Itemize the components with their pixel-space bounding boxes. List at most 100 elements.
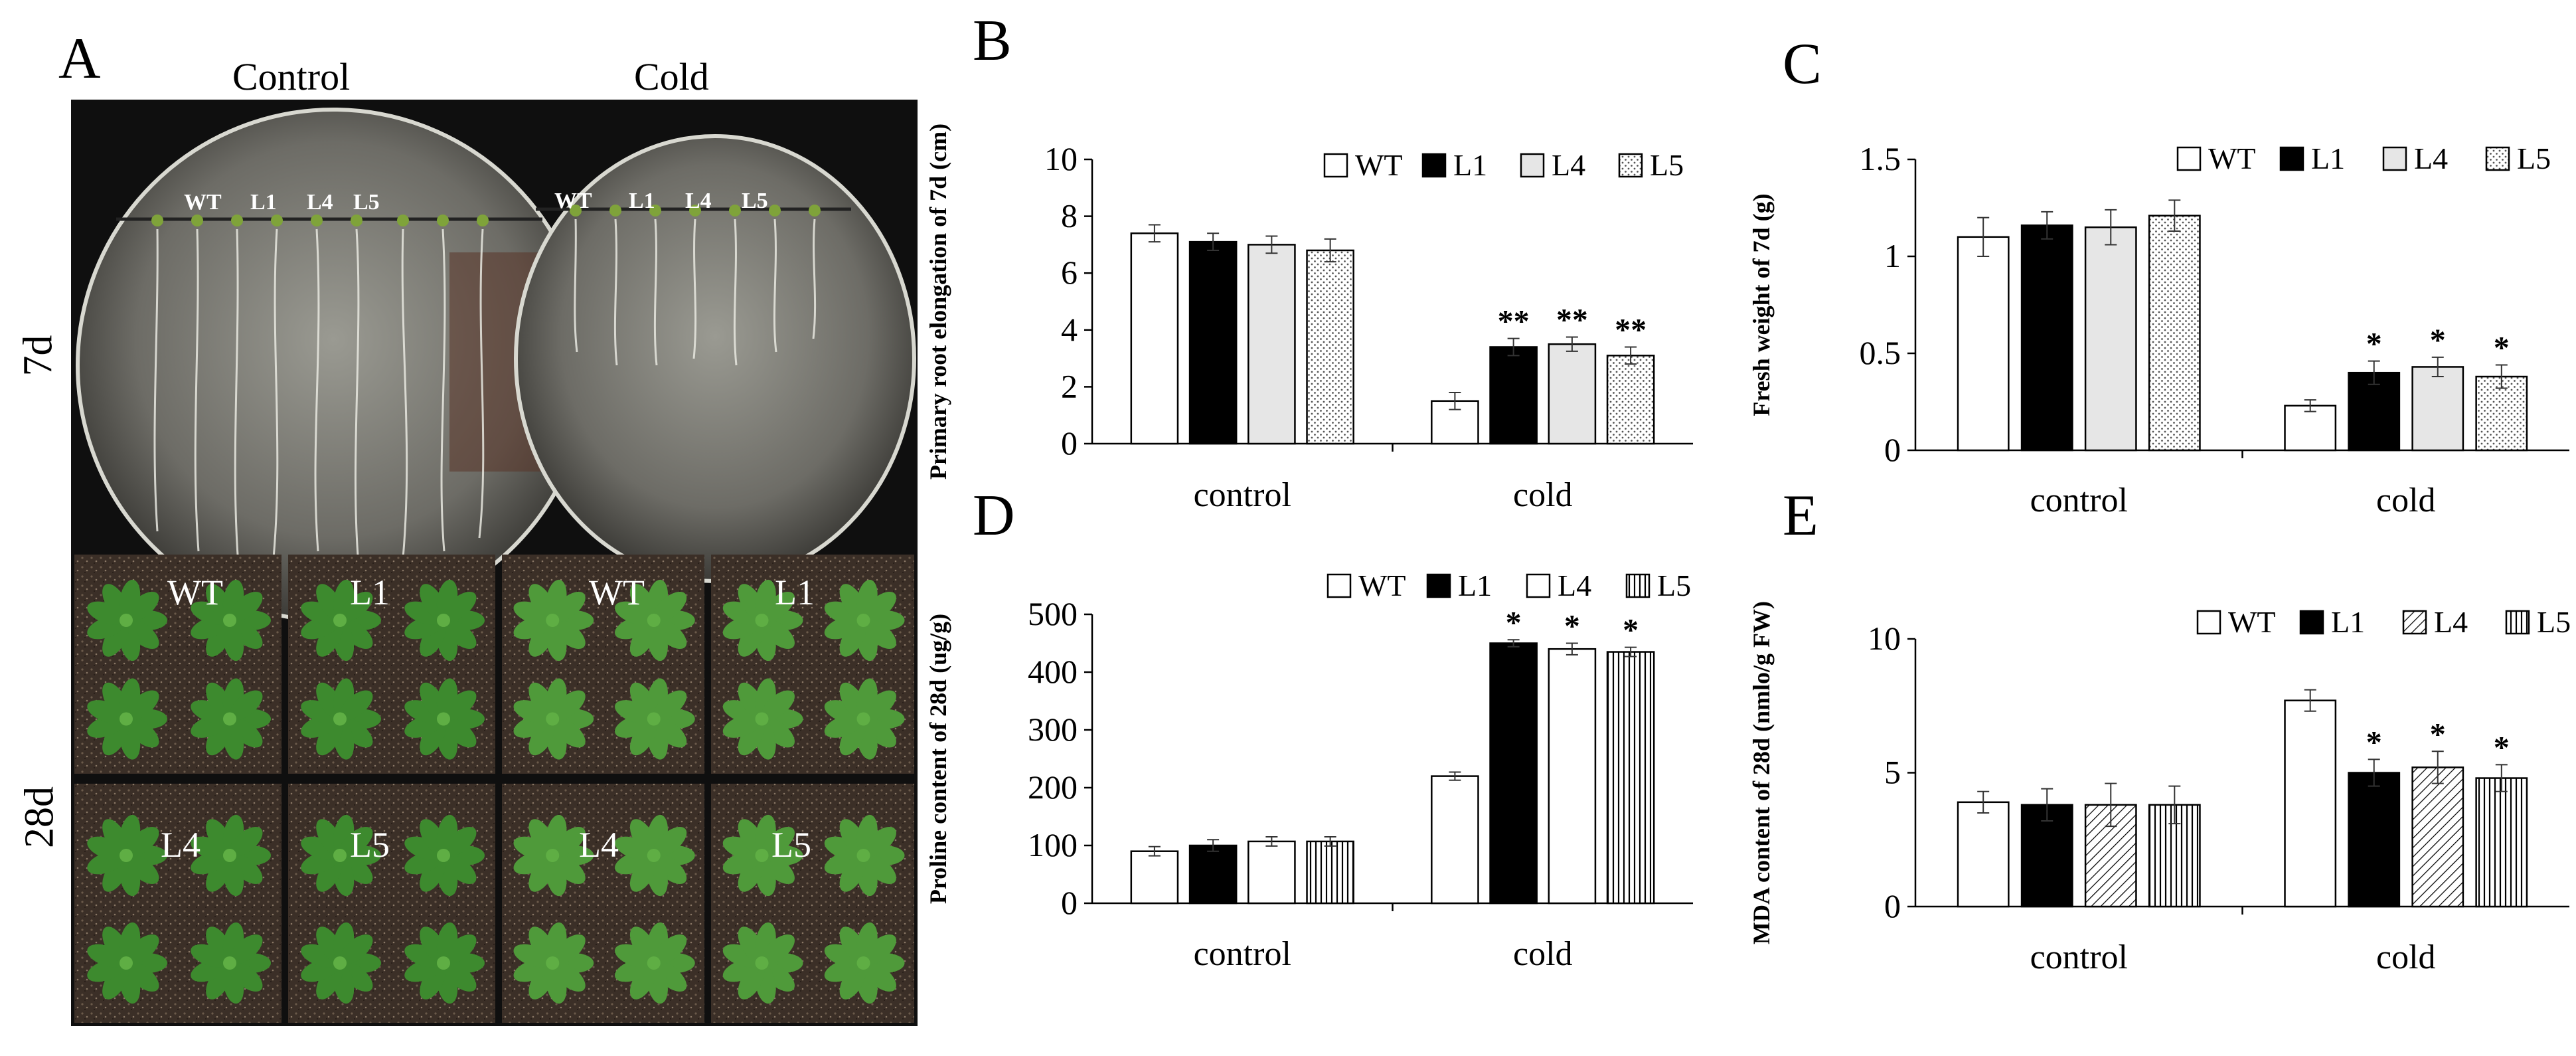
y-tick-label: 5 xyxy=(1884,754,1901,791)
rosette-center xyxy=(546,956,560,970)
rosette-leaf xyxy=(420,855,446,892)
rosette-leaf xyxy=(316,963,343,1000)
x-category-label: cold xyxy=(2376,482,2436,519)
rosette-leaf xyxy=(762,934,795,964)
significance-marker: * xyxy=(1564,609,1580,644)
bar-wt-control xyxy=(1957,801,2010,908)
rosette-leaf xyxy=(339,690,373,721)
rosette-center xyxy=(647,712,661,726)
legend-item-wt: WT xyxy=(1327,569,1406,602)
bar-l5-control xyxy=(1306,249,1354,445)
error-bar xyxy=(2368,758,2380,787)
rosette-leaf xyxy=(552,826,586,857)
pot-label: L5 xyxy=(350,825,390,865)
chart-d-proline: D Proline content of 28d (ug/g) 0 100 200 300… xyxy=(925,484,1693,973)
legend-item-l1: L1 xyxy=(1426,569,1492,602)
y-tick-label: 0 xyxy=(1884,431,1901,468)
pot-label: L5 xyxy=(771,825,811,865)
plate-label: WT xyxy=(184,190,222,215)
y-tick-label: 200 xyxy=(1028,768,1078,806)
rosette-leaf xyxy=(125,934,159,964)
rosette-center xyxy=(223,956,236,970)
error-bar xyxy=(2368,360,2380,385)
rosette-center xyxy=(856,712,870,726)
rosette-center xyxy=(333,712,347,726)
svg-text:L5: L5 xyxy=(2537,605,2571,639)
bar-l5-cold xyxy=(2475,777,2528,908)
rosette-leaf xyxy=(653,934,687,964)
rosette-center xyxy=(120,956,133,970)
error-bar xyxy=(1324,238,1336,263)
error-bar xyxy=(1207,232,1220,251)
rosette-leaf xyxy=(206,855,232,892)
legend-item-l1: L1 xyxy=(1421,148,1487,182)
rosette-leaf xyxy=(102,855,129,892)
rosette-center xyxy=(856,614,870,627)
panel-letter-a: A xyxy=(58,27,101,91)
error-bar xyxy=(1324,836,1336,847)
error-bar xyxy=(1148,224,1161,243)
error-bar xyxy=(2168,785,2181,825)
rosette-leaf xyxy=(738,855,765,892)
plate-label: L4 xyxy=(685,189,712,213)
rosette-leaf xyxy=(443,690,477,721)
y-tick-label: 0 xyxy=(1061,884,1078,921)
rosette-leaf xyxy=(206,620,232,657)
rosette-leaf xyxy=(125,690,159,721)
svg-text:WT: WT xyxy=(2228,605,2276,639)
error-bar xyxy=(2304,399,2316,412)
bar-l1-cold xyxy=(2348,772,2401,908)
rosette-center xyxy=(333,849,347,862)
rosette-leaf xyxy=(420,620,446,657)
rosette-center xyxy=(755,712,769,726)
rosette-center xyxy=(437,712,450,726)
x-category-label: control xyxy=(2030,482,2128,519)
rosette-leaf xyxy=(528,855,556,892)
svg-text:L1: L1 xyxy=(1458,569,1492,602)
legend-item-l1: L1 xyxy=(2299,605,2365,639)
rosette-leaf xyxy=(863,690,896,721)
bar-wt-cold xyxy=(2284,404,2337,452)
rosette-leaf xyxy=(552,690,586,721)
plate-label: WT xyxy=(554,189,592,213)
pot-label: L4 xyxy=(579,825,619,865)
bar-l1-control xyxy=(2020,224,2073,452)
panel-letter: B xyxy=(973,9,1012,73)
bar-wt-control xyxy=(1957,236,2010,452)
svg-text:L4: L4 xyxy=(2434,605,2468,639)
rosette-leaf xyxy=(863,591,896,622)
y-tick-label: 8 xyxy=(1061,197,1078,234)
panel-letter: D xyxy=(973,484,1015,548)
x-category-label: cold xyxy=(1513,476,1573,514)
error-bar xyxy=(1625,346,1637,365)
plate-label: L4 xyxy=(307,190,333,215)
error-bar xyxy=(1625,646,1637,658)
plate-label: L1 xyxy=(250,190,277,215)
significance-marker: * xyxy=(2430,323,2446,358)
significance-marker: * xyxy=(2430,717,2446,752)
bar-wt-control xyxy=(1130,850,1179,905)
rosette-leaf xyxy=(863,826,896,857)
error-bar xyxy=(1507,639,1520,648)
y-tick-label: 0 xyxy=(1884,887,1901,924)
bar-l1-control xyxy=(1188,844,1238,905)
rosette-center xyxy=(856,956,870,970)
pot-grid xyxy=(74,555,914,1023)
rosette-center xyxy=(437,956,450,970)
rosette-center xyxy=(333,614,347,627)
rosette-leaf xyxy=(552,591,586,622)
bar-l4-cold xyxy=(2411,366,2464,452)
error-bar xyxy=(1265,836,1278,847)
rosette-leaf xyxy=(339,826,373,857)
rosette-leaf xyxy=(316,855,343,892)
panel-letter: E xyxy=(1783,484,1818,548)
svg-text:L4: L4 xyxy=(1558,569,1591,602)
panel-letter: C xyxy=(1783,32,1822,96)
significance-marker: * xyxy=(2366,327,2382,362)
pot-label: WT xyxy=(167,572,223,612)
y-axis-label: Proline content of 28d (ug/g) xyxy=(925,614,951,904)
error-bar xyxy=(2041,211,2053,240)
rosette-leaf xyxy=(528,963,556,1000)
rosette-center xyxy=(647,849,661,862)
rosette-leaf xyxy=(229,934,263,964)
